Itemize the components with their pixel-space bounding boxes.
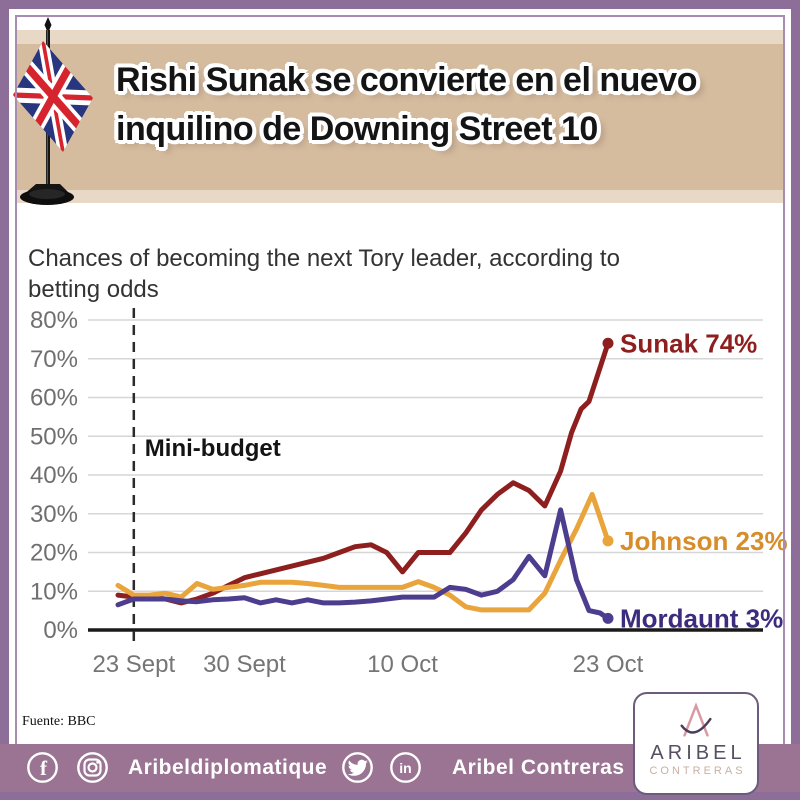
series-line-johnson bbox=[115, 491, 611, 613]
series-label-mordaunt: Mordaunt 3% bbox=[620, 603, 783, 633]
y-tick-label: 60% bbox=[30, 385, 78, 412]
x-tick-label: 10 Oct bbox=[367, 651, 438, 678]
svg-text:in: in bbox=[399, 760, 411, 776]
aribel-a-monogram-icon bbox=[680, 702, 712, 737]
y-tick-label: 40% bbox=[30, 462, 78, 489]
y-tick-label: 50% bbox=[30, 423, 78, 450]
mini-budget-label: Mini-budget bbox=[145, 435, 281, 462]
svg-text:f: f bbox=[40, 756, 48, 780]
logo-text-contreras: CONTRERAS bbox=[649, 765, 746, 777]
chart-title: Chances of becoming the next Tory leader… bbox=[28, 243, 620, 305]
series-line-mordaunt bbox=[115, 507, 611, 621]
x-tick-label: 23 Sept bbox=[92, 651, 175, 678]
handle-contreras: Aribel Contreras bbox=[452, 756, 625, 779]
logo-text-aribel: ARIBEL bbox=[650, 742, 746, 764]
series-endpoint-mordaunt bbox=[602, 612, 614, 624]
uk-desk-flag-icon bbox=[12, 17, 94, 205]
y-tick-label: 0% bbox=[43, 617, 78, 644]
series-endpoint-sunak bbox=[602, 337, 614, 349]
series-label-johnson: Johnson 23% bbox=[620, 526, 788, 556]
y-tick-label: 20% bbox=[30, 540, 78, 567]
chart-title-line1: Chances of becoming the next Tory leader… bbox=[28, 245, 620, 272]
x-tick-label: 23 Oct bbox=[573, 651, 644, 678]
series-label-sunak: Sunak 74% bbox=[620, 328, 757, 358]
source-note: Fuente: BBC bbox=[22, 714, 96, 729]
linkedin-icon: in bbox=[390, 752, 421, 783]
instagram-icon bbox=[77, 752, 108, 783]
y-tick-label: 70% bbox=[30, 346, 78, 373]
header-band bbox=[15, 30, 785, 203]
y-tick-label: 30% bbox=[30, 501, 78, 528]
series-line-sunak bbox=[115, 340, 611, 606]
x-tick-label: 30 Sept bbox=[203, 651, 286, 678]
y-tick-label: 80% bbox=[30, 307, 78, 334]
chart-title-line2: betting odds bbox=[28, 276, 159, 303]
handle-diplomatique: Aribeldiplomatique bbox=[128, 756, 328, 779]
twitter-icon bbox=[342, 752, 373, 783]
headline: Rishi Sunak se convierte en el nuevo inq… bbox=[116, 56, 697, 154]
headline-line2: inquilino de Downing Street 10 bbox=[116, 110, 598, 148]
headline-line1: Rishi Sunak se convierte en el nuevo bbox=[116, 61, 697, 99]
facebook-icon: f bbox=[27, 752, 58, 783]
aribel-logo-card: ARIBEL CONTRERAS bbox=[633, 692, 759, 795]
header-band-stripe bbox=[15, 44, 785, 190]
y-tick-label: 10% bbox=[30, 578, 78, 605]
series-endpoint-johnson bbox=[602, 535, 614, 547]
